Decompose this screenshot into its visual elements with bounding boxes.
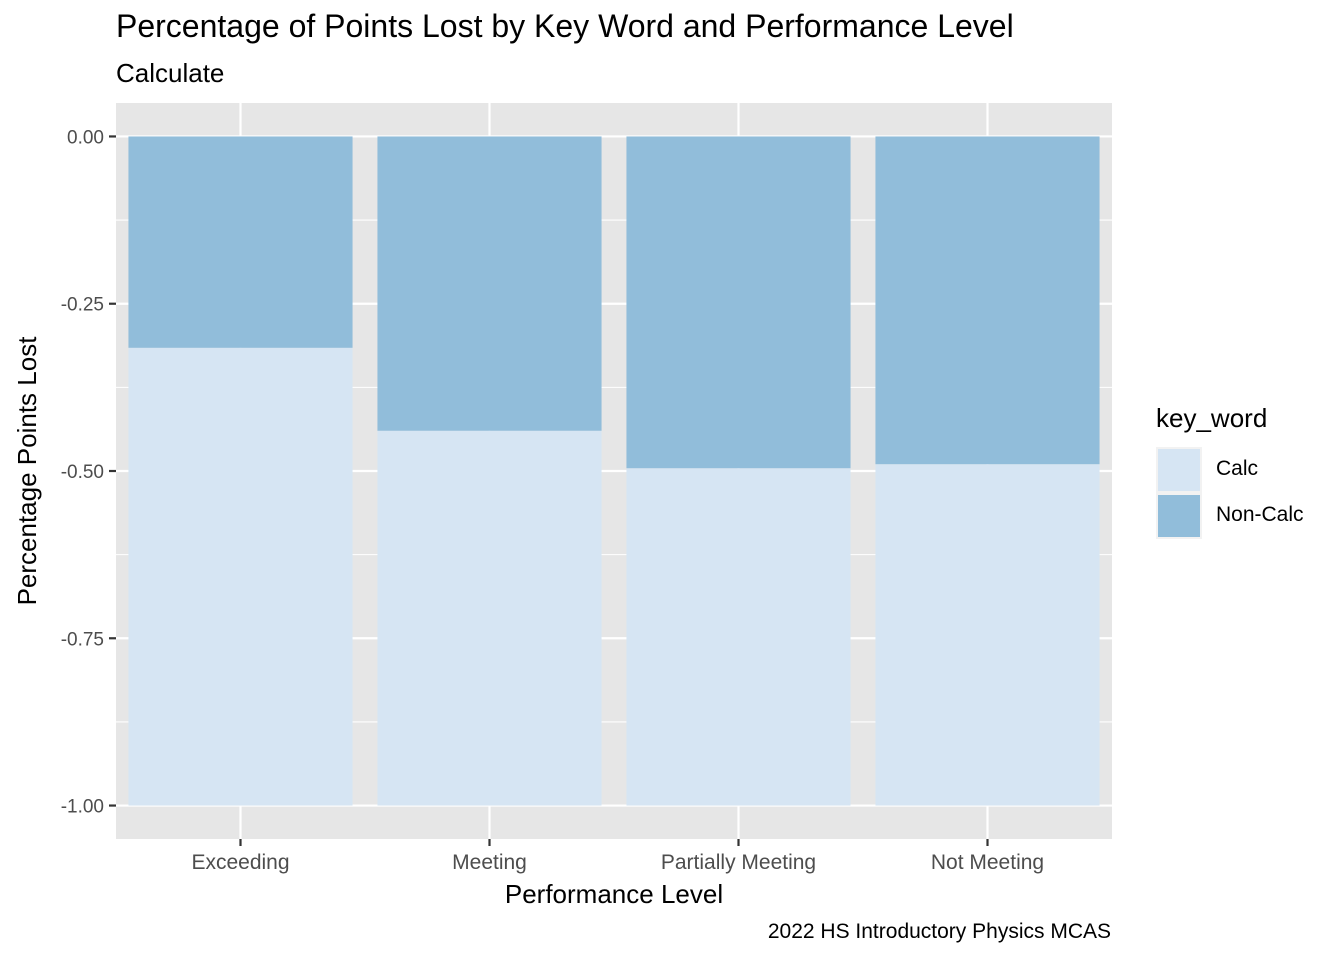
bar-calc [128, 347, 353, 806]
bar-non-calc [377, 136, 602, 431]
bar-calc [875, 464, 1100, 806]
y-tick-label: -0.50 [61, 462, 104, 483]
legend-label-calc: Calc [1216, 457, 1259, 480]
y-tick-label: -1.00 [61, 797, 104, 818]
bar-non-calc [128, 136, 353, 348]
legend-swatch-non-calc [1158, 495, 1200, 537]
legend-swatch-calc [1158, 449, 1200, 491]
legend-title: key_word [1156, 403, 1268, 433]
legend-item-non-calc: Non-Calc [1156, 493, 1336, 539]
y-tick-label: -0.75 [61, 629, 104, 650]
legend-key-non-calc [1156, 493, 1202, 539]
y-axis-title: Percentage Points Lost [12, 336, 42, 606]
chart-caption: 2022 HS Introductory Physics MCAS [767, 920, 1111, 943]
x-tick-label: Exceeding [191, 851, 289, 874]
x-tick-label: Meeting [452, 851, 527, 874]
chart-title: Percentage of Points Lost by Key Word an… [116, 8, 1014, 44]
bar-calc [377, 430, 602, 806]
x-tick-label: Partially Meeting [661, 851, 816, 874]
legend-key-calc [1156, 447, 1202, 493]
y-tick-label: -0.25 [61, 295, 104, 316]
bar-calc [626, 468, 851, 806]
bar-non-calc [626, 136, 851, 469]
legend-label-non-calc: Non-Calc [1216, 503, 1304, 526]
y-tick-label: 0.00 [67, 127, 104, 148]
bar-non-calc [875, 136, 1100, 465]
x-axis-title: Performance Level [505, 879, 723, 909]
chart-subtitle: Calculate [116, 58, 225, 88]
legend-item-calc: Calc [1156, 447, 1336, 493]
x-tick-label: Not Meeting [931, 851, 1044, 874]
